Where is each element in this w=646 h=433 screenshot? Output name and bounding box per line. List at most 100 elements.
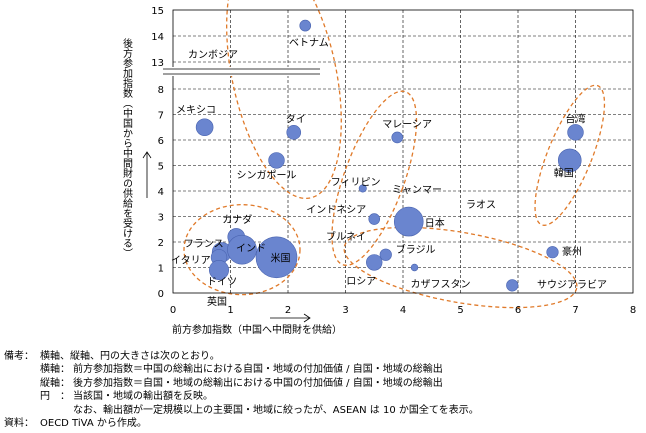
point-label: 豪州 [562, 245, 582, 258]
x-tick-label: 3 [342, 305, 348, 316]
group-ellipses [183, 0, 606, 309]
point-label: フィリピン [331, 176, 381, 188]
y-tick-label: 8 [158, 85, 164, 96]
x-tick-label: 6 [515, 305, 521, 316]
x-tick-label: 8 [630, 305, 636, 316]
point-label: 台湾 [566, 112, 586, 125]
plot-frame [172, 9, 634, 294]
x-axis-arrow [270, 313, 311, 323]
notes-row-3: 縦軸： 後方参加指数＝自国・地域の総輸出における中国の付加価値 / 自国・地域の… [4, 377, 479, 390]
y-tick-label: 6 [158, 136, 164, 147]
point-label: シンガポール [237, 169, 297, 181]
bubble [358, 184, 367, 193]
notes-key-x: 横軸： [40, 364, 70, 376]
y-axis-arrow [142, 151, 152, 198]
y-tick-label: 5 [158, 162, 164, 173]
bubble [393, 206, 424, 237]
y-tick-label: 4 [158, 187, 164, 198]
point-label: インドネシア [306, 204, 366, 216]
x-axis-label: 前方参加指数（中国へ中間財を供給） [172, 323, 342, 336]
x-tick-label: 0 [170, 305, 176, 316]
point-label: ラオス [466, 199, 496, 211]
y-tick-label: 7 [158, 111, 164, 122]
notes-line-3: 後方参加指数＝自国・地域の総輸出における中国の付加価値 / 自国・地域の総輸出 [73, 377, 443, 389]
notes-row-6: 資料： OECD TiVA から作成。 [4, 417, 479, 430]
point-label: ミャンマー [392, 185, 442, 196]
point-label: ベトナム [289, 37, 329, 49]
point-label: メキシコ [176, 105, 216, 116]
y-tick-label: 3 [158, 213, 164, 224]
x-tick-label: 7 [572, 305, 578, 316]
group-ellipse [183, 203, 301, 296]
bubble [366, 254, 383, 271]
bubble [546, 246, 559, 259]
x-tick-label: 2 [285, 305, 291, 316]
bubble [506, 279, 519, 292]
bubble [391, 131, 404, 144]
notes-line-5: なお、輸出額が一定規模以上の主要国・地域に絞ったが、ASEAN は 10 か国全… [73, 404, 479, 416]
bubble [368, 213, 381, 225]
notes: 備考： 横軸、縦軸、円の大きさは次のとおり。 横軸： 前方参加指数＝中国の総輸出… [4, 350, 479, 430]
bubble [255, 236, 298, 279]
point-label: 日本 [425, 217, 445, 230]
y-tick-label: 15 [151, 6, 164, 17]
source-line: OECD TiVA から作成。 [40, 418, 147, 430]
notes-row-4: 円 ： 当該国・地域の輸出額を反映。 [4, 390, 479, 403]
grid [173, 10, 633, 293]
bubble [299, 19, 312, 32]
bubble [195, 118, 214, 137]
notes-row-5: なお、輸出額が一定規模以上の主要国・地域に絞ったが、ASEAN は 10 か国全… [4, 404, 479, 417]
notes-row-1: 備考： 横軸、縦軸、円の大きさは次のとおり。 [4, 350, 479, 363]
bubble [209, 260, 230, 281]
bubble [268, 152, 285, 169]
y-tick-label: 1 [158, 264, 164, 275]
source-heading: 資料： [4, 418, 34, 430]
bubble [286, 125, 302, 140]
group-ellipse [226, 0, 342, 200]
axis-break-mask [160, 67, 320, 76]
point-label: カザフスタン [411, 279, 471, 291]
x-tick-label: 5 [457, 305, 463, 316]
notes-row-2: 横軸： 前方参加指数＝中国の総輸出における自国・地域の付加価値 / 自国・地域の… [4, 363, 479, 376]
point-label: ブルネイ [326, 230, 366, 243]
group-ellipse [331, 90, 418, 266]
y-tick-label: 0 [158, 289, 164, 300]
point-label: カナダ [222, 213, 252, 226]
bubble [567, 124, 584, 141]
point-label: フランス [184, 238, 224, 250]
notes-line-2: 前方参加指数＝中国の総輸出における自国・地域の付加価値 / 自国・地域の総輸出 [73, 364, 443, 376]
bubble [557, 148, 582, 173]
point-label: タイ [286, 113, 306, 125]
x-tick-label: 4 [400, 305, 406, 316]
point-label: ロシア [346, 276, 376, 287]
bubble [227, 234, 257, 265]
notes-heading: 備考： [4, 351, 34, 362]
axes: 0 1 2 3 4 5 6 7 8 13 14 15 0 1 2 3 4 5 6 7 8 後方参加指数（中国から中間財の供… [121, 6, 636, 323]
notes-line-4: 当該国・地域の輸出額を反映。 [73, 391, 213, 403]
y-tick-label: 2 [158, 238, 164, 249]
notes-key-y: 縦軸： [40, 377, 70, 389]
notes-key-circle: 円 ： [40, 391, 70, 403]
notes-line-1: 横軸、縦軸、円の大きさは次のとおり。 [40, 351, 220, 362]
group-ellipse [534, 84, 606, 226]
point-label: 英国 [207, 295, 227, 308]
group-ellipse [343, 226, 578, 309]
bubble [379, 248, 392, 261]
point-label: カンボジア [188, 49, 238, 61]
point-label: インド [236, 244, 266, 255]
point-label: ドイツ [207, 277, 237, 288]
point-label: 韓国 [554, 167, 574, 179]
point-label: マレーシア [382, 119, 432, 130]
point-label: イタリア [171, 254, 211, 266]
bubbles [195, 19, 584, 292]
y-tick-label: 13 [151, 58, 164, 69]
point-label: 米国 [271, 251, 291, 264]
y-axis-label: 後方参加指数（中国から中間財の供給を受ける） [121, 37, 133, 258]
bubble [410, 263, 419, 272]
x-tick-label: 1 [227, 305, 233, 316]
y-tick-label: 14 [151, 32, 164, 43]
point-label: サウジアラビア [537, 279, 607, 291]
point-label: ブラジル [396, 243, 436, 256]
